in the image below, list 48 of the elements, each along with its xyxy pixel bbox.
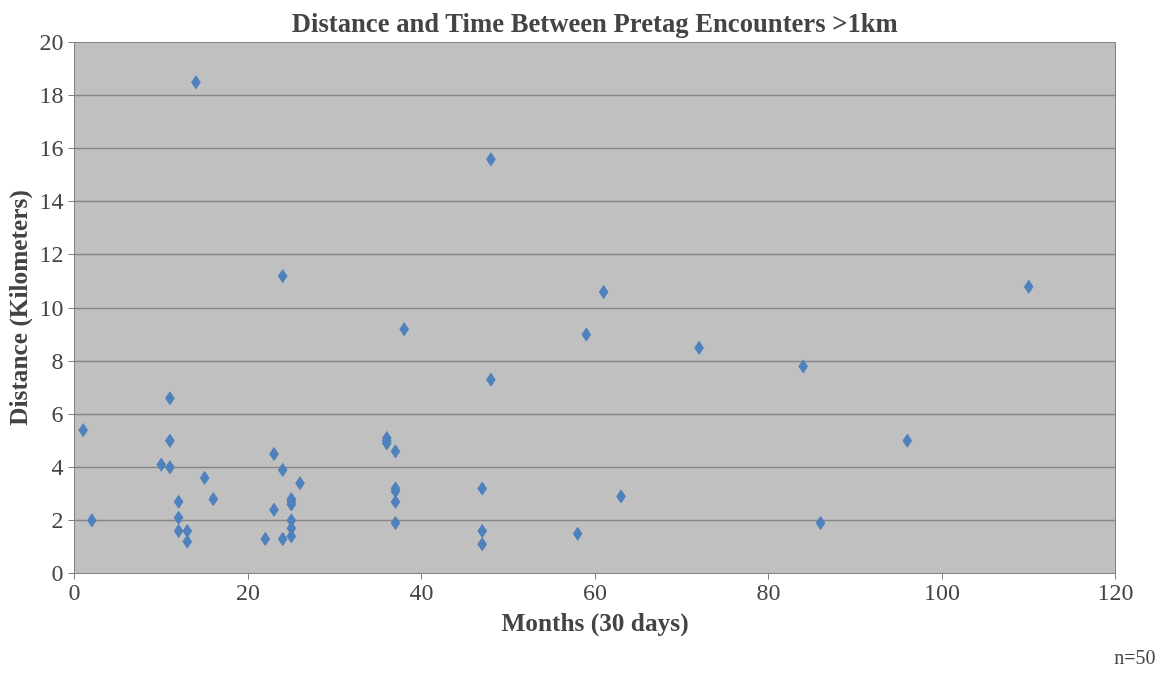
point bbox=[1023, 279, 1034, 294]
point bbox=[798, 359, 809, 374]
point bbox=[390, 444, 401, 459]
chart-title: Distance and Time Between Pretag Encounters >1km bbox=[291, 7, 898, 38]
point bbox=[390, 516, 401, 531]
x-tick-label: 60 bbox=[583, 578, 607, 605]
y-tick-label: 20 bbox=[39, 29, 64, 55]
y-tick-label: 10 bbox=[39, 294, 64, 321]
point bbox=[182, 524, 193, 539]
point bbox=[156, 457, 167, 472]
point bbox=[277, 269, 288, 284]
y-tick-label: 4 bbox=[51, 453, 64, 480]
point bbox=[260, 531, 271, 546]
y-tick-label: 18 bbox=[39, 82, 64, 109]
x-tick-label: 40 bbox=[409, 578, 434, 605]
y-axis-title: Distance (Kilometers) bbox=[3, 190, 33, 426]
y-tick-label: 0 bbox=[51, 560, 64, 586]
point bbox=[477, 481, 488, 496]
point bbox=[902, 433, 913, 448]
x-tick-label: 0 bbox=[68, 578, 81, 605]
point bbox=[208, 492, 219, 507]
point bbox=[815, 516, 826, 531]
point bbox=[477, 537, 488, 552]
point bbox=[581, 327, 592, 342]
point bbox=[477, 524, 488, 539]
point bbox=[277, 462, 288, 477]
point bbox=[390, 494, 401, 509]
x-tick-label: 80 bbox=[756, 578, 781, 605]
point bbox=[598, 285, 609, 300]
point bbox=[173, 524, 184, 539]
point bbox=[173, 510, 184, 525]
x-tick-label: 120 bbox=[1097, 578, 1134, 605]
point bbox=[173, 494, 184, 509]
y-tick-label: 12 bbox=[39, 241, 64, 268]
y-tick-label: 8 bbox=[51, 347, 64, 374]
point bbox=[182, 534, 193, 549]
y-tick-label: 16 bbox=[39, 135, 64, 162]
point bbox=[78, 423, 89, 438]
text: n=50 bbox=[1114, 645, 1156, 668]
x-tick-label: 100 bbox=[924, 578, 960, 605]
point bbox=[572, 526, 583, 541]
x-tick-label: 20 bbox=[236, 578, 260, 605]
point bbox=[199, 470, 210, 485]
y-tick-label: 2 bbox=[51, 506, 64, 533]
point bbox=[277, 531, 288, 546]
y-tick-label: 14 bbox=[39, 188, 64, 215]
y-tick-label: 6 bbox=[51, 400, 64, 427]
x-axis-title: Months (30 days) bbox=[501, 607, 689, 637]
